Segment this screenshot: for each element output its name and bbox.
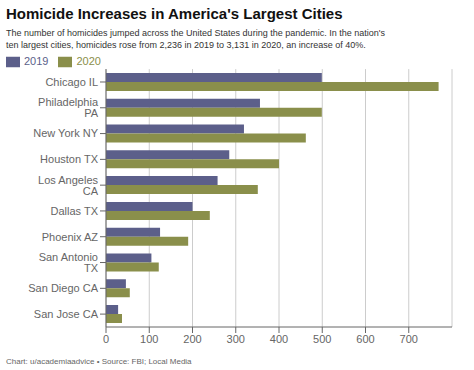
svg-text:Houston TX: Houston TX: [40, 153, 99, 165]
svg-text:100: 100: [140, 333, 158, 345]
svg-text:Los AngelesCA: Los AngelesCA: [38, 174, 99, 197]
svg-text:500: 500: [313, 333, 331, 345]
html-text:Homicide Increases in America': Homicide Increases in America's Largest …: [6, 5, 343, 22]
svg-text:0: 0: [103, 333, 109, 345]
svg-text:Dallas TX: Dallas TX: [51, 205, 99, 217]
svg-text:New York NY: New York NY: [33, 127, 98, 139]
svg-text:Chicago IL: Chicago IL: [45, 76, 98, 88]
svg-text:600: 600: [356, 333, 374, 345]
svg-text:Phoenix AZ: Phoenix AZ: [42, 231, 99, 243]
svg-text:200: 200: [183, 333, 201, 345]
html-text:Chart: u/academiaadvice • Sour: Chart: u/academiaadvice • Source: FBI; L…: [6, 357, 192, 366]
html-text:The number of homicides jumped: The number of homicides jumped across th…: [6, 28, 385, 50]
svg-text:San Diego CA: San Diego CA: [28, 282, 98, 294]
svg-text:700: 700: [400, 333, 418, 345]
svg-text:300: 300: [227, 333, 245, 345]
html-text:2019: 2019: [24, 55, 49, 67]
svg-text:San Jose CA: San Jose CA: [34, 308, 99, 320]
svg-text:400: 400: [270, 333, 288, 345]
svg-text:San AntonioTX: San AntonioTX: [39, 251, 99, 274]
svg-text:PhiladelphiaPA: PhiladelphiaPA: [38, 96, 99, 119]
html-text:2020: 2020: [76, 55, 101, 67]
